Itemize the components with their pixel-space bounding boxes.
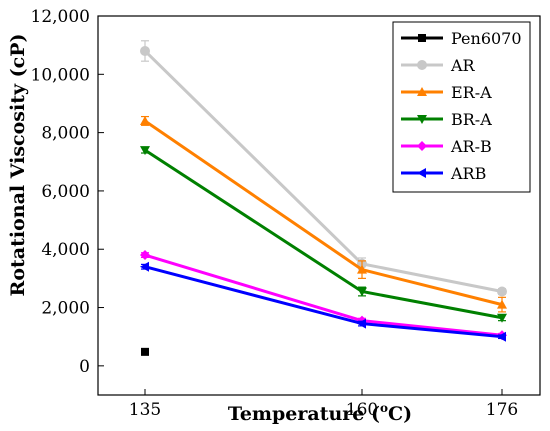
legend-item: ARB <box>401 164 486 183</box>
legend-marker <box>418 34 426 42</box>
data-point <box>140 115 150 125</box>
y-tick-label: 0 <box>79 357 90 377</box>
legend-marker <box>417 168 426 178</box>
data-point <box>497 299 507 309</box>
legend-label: ER-A <box>451 83 492 102</box>
data-point <box>141 347 149 356</box>
legend: Pen6070 AR ER-A BR-A AR-B ARB <box>392 21 531 193</box>
y-tick-label: 2,000 <box>41 299 90 319</box>
legend-label: BR-A <box>451 110 492 129</box>
y-tick-label: 10,000 <box>31 65 90 85</box>
x-tick-label: 176 <box>486 400 518 420</box>
y-tick-label: 8,000 <box>41 124 90 144</box>
legend-item: AR <box>401 56 476 75</box>
x-tick-label: 160 <box>346 400 378 420</box>
data-point <box>140 261 149 272</box>
data-point <box>140 45 150 56</box>
legend-marker <box>417 60 427 70</box>
legend-marker <box>417 87 427 96</box>
data-point <box>357 287 367 297</box>
plot-frame <box>97 15 541 396</box>
legend-item: BR-A <box>401 110 492 129</box>
legend-item: AR-B <box>401 137 492 156</box>
data-point <box>140 250 150 261</box>
legend-marker <box>417 115 427 124</box>
data-point <box>357 318 366 329</box>
y-tick-label: 6,000 <box>41 182 90 202</box>
series-ar-b <box>140 250 507 341</box>
series-arb <box>140 261 506 342</box>
legend-item: ER-A <box>401 83 492 102</box>
x-tick-label: 135 <box>129 400 161 420</box>
legend-marker <box>417 141 427 151</box>
data-point <box>497 286 507 297</box>
y-tick-label: 4,000 <box>41 240 90 260</box>
y-axis-title: Rotational Viscosity (cP) <box>7 34 29 297</box>
legend-box <box>392 21 531 193</box>
legend-item: Pen6070 <box>401 29 522 48</box>
series-layer <box>140 40 507 356</box>
legend-label: AR-B <box>450 137 492 156</box>
legend-label: AR <box>450 56 476 75</box>
data-point <box>497 313 507 323</box>
series-br-a <box>140 146 507 323</box>
series-pen6070 <box>141 347 149 356</box>
data-point <box>497 331 506 342</box>
axes: 0 2,000 4,000 6,000 8,000 10,000 12,000 135 160 1… <box>31 7 541 420</box>
data-point <box>140 146 150 156</box>
legend-label: Pen6070 <box>451 29 522 48</box>
x-axis-title: Temperature (oC) <box>228 401 412 425</box>
series-er-a <box>140 115 507 313</box>
data-point <box>357 264 367 274</box>
y-tick-label: 12,000 <box>31 7 90 27</box>
series-line <box>144 265 503 339</box>
legend-label: ARB <box>450 164 486 183</box>
